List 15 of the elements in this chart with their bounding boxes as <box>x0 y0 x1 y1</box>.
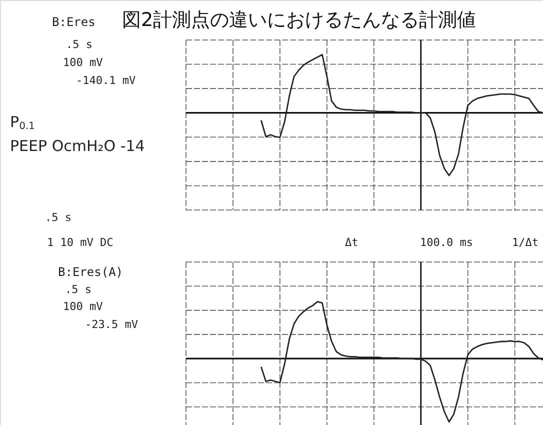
text: B:Eres <box>52 15 96 29</box>
text: Δt <box>345 236 358 249</box>
text: .5 s <box>66 38 92 51</box>
text: 100 mV <box>63 300 104 313</box>
text: 1/Δt <box>512 236 538 249</box>
text: B:Eres(A) <box>58 265 124 279</box>
text: .5 s <box>65 283 92 296</box>
text: -23.5 mV <box>85 318 138 331</box>
text: .5 s <box>45 211 72 224</box>
text: 1 10 mV DC <box>47 236 114 249</box>
text: PEEP OcmH₂O -14 <box>10 137 145 155</box>
chart-title: 図2計測点の違いにおけるたんなる計測値 <box>122 9 476 31</box>
text: 100 mV <box>63 56 104 69</box>
text: -140.1 mV <box>76 74 136 87</box>
text: 100.0 ms <box>420 236 473 249</box>
